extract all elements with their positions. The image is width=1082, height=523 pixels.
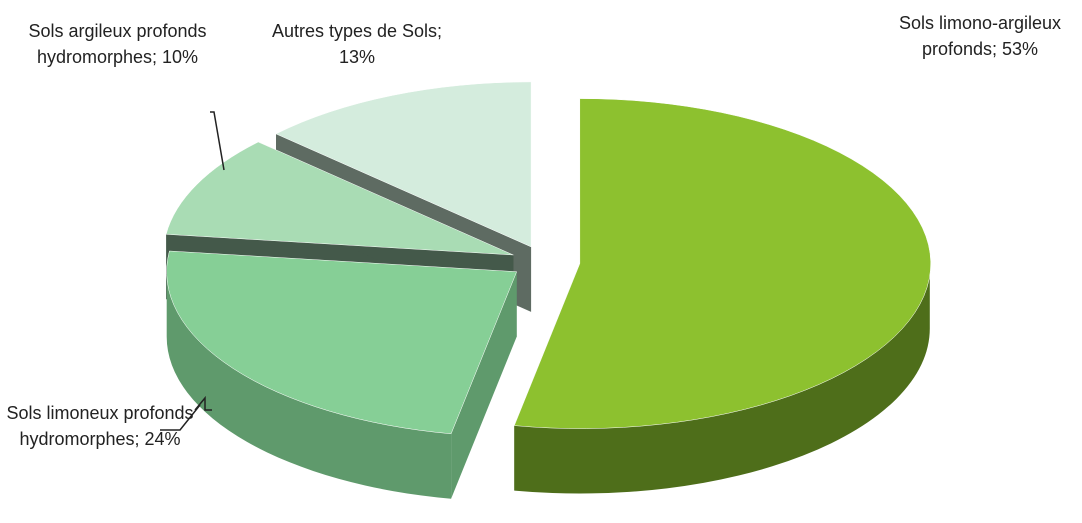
data-label: Autres types de Sols; 13% (271, 21, 443, 67)
slice-side (166, 271, 452, 499)
slice-side (514, 263, 930, 494)
data-label: Sols argileux profonds hydromorphes; 10% (28, 21, 207, 67)
data-label: Sols limoneux profonds hydromorphes; 24% (6, 403, 194, 449)
leader-line (194, 395, 212, 411)
slice (275, 81, 532, 248)
leader-line (210, 111, 225, 171)
leader-line (160, 404, 201, 431)
slice (165, 141, 514, 256)
slice (166, 250, 518, 435)
slice (513, 98, 931, 429)
data-label: Sols limono-argileux profonds; 53% (898, 13, 1062, 59)
